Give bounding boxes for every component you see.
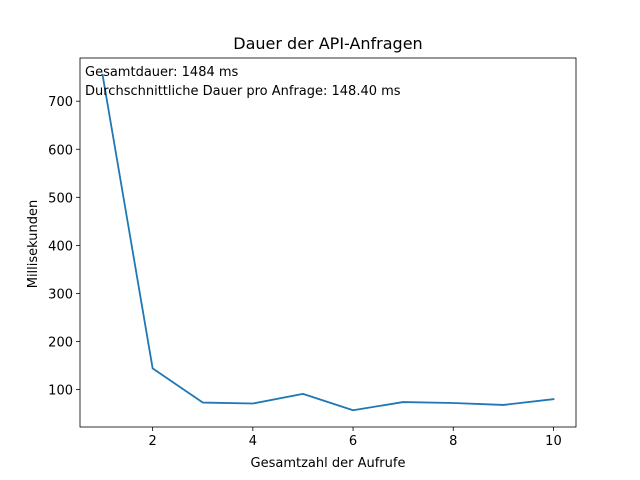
chart-title: Dauer der API-Anfragen: [233, 34, 422, 53]
annotation-total-duration: Gesamtdauer: 1484 ms: [85, 65, 239, 80]
y-tick-label: 700: [48, 95, 73, 110]
x-tick-label: 4: [249, 434, 257, 449]
y-tick-label: 400: [48, 239, 73, 254]
y-tick-label: 100: [48, 384, 73, 399]
y-tick-label: 300: [48, 287, 73, 302]
x-tick-label: 10: [545, 434, 562, 449]
y-axis-label: Millisekunden: [26, 200, 41, 289]
x-tick-label: 6: [349, 434, 357, 449]
x-axis-label: Gesamtzahl der Aufrufe: [251, 456, 406, 471]
series-line-0: [101, 73, 555, 412]
y-tick-label: 500: [48, 191, 73, 206]
plot-area: 2 4 6 8 10 100 200 300 400 500 600 700: [48, 57, 577, 449]
y-tick-label: 600: [48, 143, 73, 158]
x-tick-label: 2: [149, 434, 157, 449]
y-tick-label: 200: [48, 336, 73, 351]
x-tick-label: 8: [449, 434, 457, 449]
annotation-average-duration: Durchschnittliche Dauer pro Anfrage: 148…: [85, 84, 401, 99]
axes-frame: [79, 57, 577, 428]
